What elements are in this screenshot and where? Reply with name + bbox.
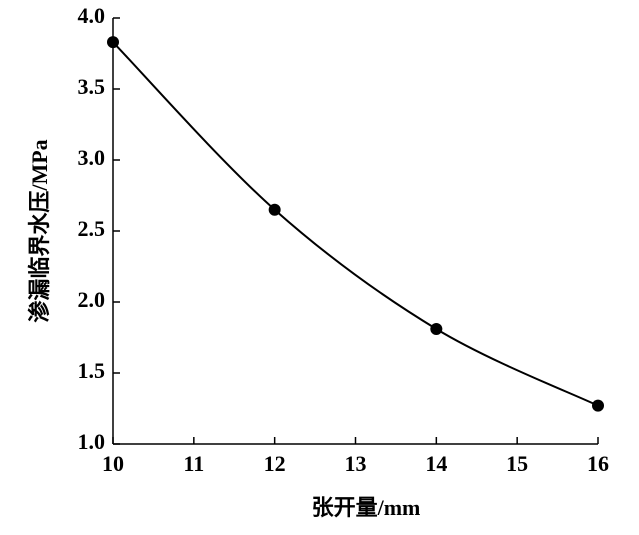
x-tick-label: 12 [264,451,286,476]
data-point [592,399,604,412]
y-tick-label: 3.5 [78,74,106,99]
data-point [268,203,281,216]
data-point [430,322,443,335]
x-tick-label: 13 [345,451,367,476]
x-tick-label: 16 [587,451,609,476]
y-tick-label: 1.0 [78,429,106,454]
y-tick-label: 2.5 [78,216,106,241]
y-axis-label: 渗漏临界水压/MPa [27,139,52,322]
x-tick-label: 11 [183,451,204,476]
y-tick-label: 3.0 [78,145,106,170]
x-axis-label: 张开量/mm [312,495,421,520]
x-tick-label: 15 [506,451,528,476]
y-tick-label: 4.0 [78,3,106,28]
x-tick-label: 10 [102,451,124,476]
y-tick-label: 2.0 [78,287,106,312]
data-point [107,36,119,49]
series-line [112,41,599,407]
y-tick-label: 1.5 [78,358,106,383]
x-tick-label: 14 [425,451,447,476]
